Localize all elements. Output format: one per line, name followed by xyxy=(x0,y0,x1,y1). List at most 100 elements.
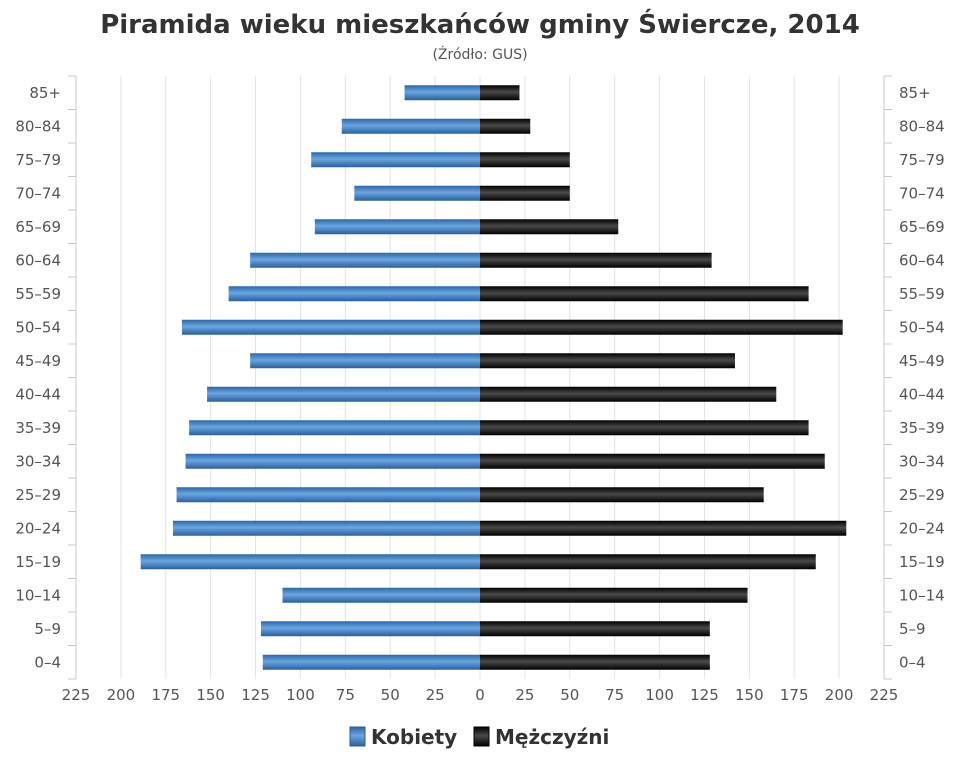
y-tick-label-right: 30–34 xyxy=(899,452,945,470)
legend-label-mezczyzni[interactable]: Mężczyźni xyxy=(495,725,609,749)
bar-kobiety[interactable] xyxy=(404,85,480,101)
x-tick-label: 125 xyxy=(690,686,719,704)
y-tick-label-left: 50–54 xyxy=(15,318,61,336)
bar-mezczyzni[interactable] xyxy=(480,152,570,168)
x-tick-label: 225 xyxy=(62,686,91,704)
bar-kobiety[interactable] xyxy=(250,252,480,268)
chart-subtitle: (Źródło: GUS) xyxy=(432,45,527,63)
y-tick-label-left: 70–74 xyxy=(15,184,61,202)
y-tick-label-right: 85+ xyxy=(899,84,931,102)
x-tick-label: 225 xyxy=(870,686,899,704)
legend: Kobiety Mężczyźni xyxy=(349,725,609,749)
x-tick-label: 100 xyxy=(645,686,674,704)
y-tick-label-left: 30–34 xyxy=(15,452,61,470)
y-tick-label-right: 80–84 xyxy=(899,117,945,135)
bar-kobiety[interactable] xyxy=(185,453,481,469)
bar-kobiety[interactable] xyxy=(250,353,480,369)
y-tick-label-right: 25–29 xyxy=(899,486,945,504)
y-tick-label-left: 55–59 xyxy=(15,285,61,303)
bar-kobiety[interactable] xyxy=(172,520,480,536)
y-tick-label-left: 65–69 xyxy=(15,218,61,236)
y-tick-label-right: 20–24 xyxy=(899,519,945,537)
x-tick-label: 75 xyxy=(605,686,624,704)
bar-kobiety[interactable] xyxy=(262,654,480,670)
x-tick-label: 200 xyxy=(107,686,136,704)
y-tick-label-right: 45–49 xyxy=(899,352,945,370)
bar-mezczyzni[interactable] xyxy=(480,386,777,402)
x-tick-label: 125 xyxy=(241,686,270,704)
bar-mezczyzni[interactable] xyxy=(480,353,735,369)
x-tick-label: 100 xyxy=(286,686,315,704)
bar-mezczyzni[interactable] xyxy=(480,319,843,335)
bar-mezczyzni[interactable] xyxy=(480,286,809,302)
y-tick-label-left: 10–14 xyxy=(15,586,61,604)
y-tick-label-right: 70–74 xyxy=(899,184,945,202)
y-tick-label-left: 5–9 xyxy=(34,620,61,638)
x-tick-label: 150 xyxy=(196,686,225,704)
bar-mezczyzni[interactable] xyxy=(480,520,847,536)
y-tick-label-right: 40–44 xyxy=(899,385,945,403)
y-tick-label-right: 5–9 xyxy=(899,620,926,638)
y-tick-label-right: 10–14 xyxy=(899,586,945,604)
x-tick-label: 0 xyxy=(475,686,485,704)
y-tick-label-left: 85+ xyxy=(29,84,61,102)
bar-kobiety[interactable] xyxy=(314,219,480,235)
y-tick-label-right: 15–19 xyxy=(899,553,945,571)
y-tick-label-left: 40–44 xyxy=(15,385,61,403)
y-tick-label-left: 75–79 xyxy=(15,151,61,169)
bar-mezczyzni[interactable] xyxy=(480,487,764,503)
bar-mezczyzni[interactable] xyxy=(480,185,570,201)
bar-mezczyzni[interactable] xyxy=(480,85,520,101)
x-tick-label: 175 xyxy=(151,686,180,704)
bar-kobiety[interactable] xyxy=(189,420,480,436)
legend-swatch-kobiety[interactable] xyxy=(349,726,366,747)
y-tick-label-left: 80–84 xyxy=(15,117,61,135)
legend-swatch-mezczyzni[interactable] xyxy=(473,726,490,747)
bar-kobiety[interactable] xyxy=(341,118,480,134)
bar-mezczyzni[interactable] xyxy=(480,621,710,637)
bar-mezczyzni[interactable] xyxy=(480,420,809,436)
bar-mezczyzni[interactable] xyxy=(480,118,531,134)
x-tick-label: 25 xyxy=(515,686,534,704)
x-tick-label: 50 xyxy=(560,686,579,704)
bar-kobiety[interactable] xyxy=(140,554,480,570)
y-tick-label-left: 60–64 xyxy=(15,251,61,269)
axes: 225 200 175 150 125 100 75 50 25 0 25 50 75 100 125 150… xyxy=(15,75,945,704)
y-tick-label-right: 75–79 xyxy=(899,151,945,169)
bar-mezczyzni[interactable] xyxy=(480,219,619,235)
bar-kobiety[interactable] xyxy=(181,319,480,335)
x-tick-label: 150 xyxy=(735,686,764,704)
x-tick-label: 25 xyxy=(426,686,445,704)
y-tick-label-right: 60–64 xyxy=(899,251,945,269)
bar-mezczyzni[interactable] xyxy=(480,654,710,670)
chart-title: Piramida wieku mieszkańców gminy Świercz… xyxy=(100,8,860,40)
x-tick-label: 175 xyxy=(780,686,809,704)
legend-label-kobiety[interactable]: Kobiety xyxy=(371,725,457,749)
grid-lines xyxy=(120,76,840,679)
bar-kobiety[interactable] xyxy=(176,487,480,503)
y-tick-label-left: 15–19 xyxy=(15,553,61,571)
y-tick-label-right: 65–69 xyxy=(899,218,945,236)
x-tick-label: 75 xyxy=(336,686,355,704)
bar-kobiety[interactable] xyxy=(282,587,480,603)
bar-kobiety[interactable] xyxy=(311,152,480,168)
bar-kobiety[interactable] xyxy=(260,621,480,637)
x-tick-label: 50 xyxy=(381,686,400,704)
bar-mezczyzni[interactable] xyxy=(480,252,712,268)
bar-kobiety[interactable] xyxy=(354,185,480,201)
bar-mezczyzni[interactable] xyxy=(480,554,816,570)
bars xyxy=(140,85,847,670)
bar-kobiety[interactable] xyxy=(228,286,480,302)
y-tick-label-right: 50–54 xyxy=(899,318,945,336)
bar-mezczyzni[interactable] xyxy=(480,453,825,469)
bar-mezczyzni[interactable] xyxy=(480,587,748,603)
y-tick-label-left: 20–24 xyxy=(15,519,61,537)
y-tick-label-left: 25–29 xyxy=(15,486,61,504)
y-tick-label-right: 35–39 xyxy=(899,419,945,437)
bar-kobiety[interactable] xyxy=(207,386,480,402)
x-tick-label: 200 xyxy=(825,686,854,704)
y-tick-label-left: 35–39 xyxy=(15,419,61,437)
y-tick-label-right: 0–4 xyxy=(899,653,926,671)
y-tick-label-left: 0–4 xyxy=(34,653,61,671)
